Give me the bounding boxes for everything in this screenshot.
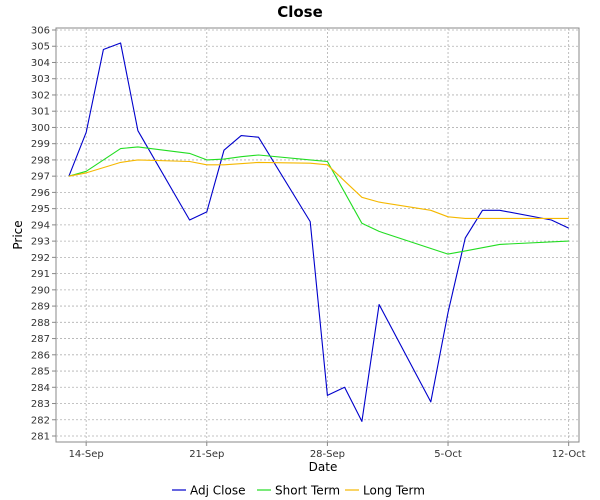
y-tick-label: 302 (31, 90, 50, 101)
legend-label: Long Term (363, 484, 425, 498)
y-tick-label: 298 (31, 155, 50, 166)
plot-area (55, 27, 580, 443)
legend-label: Adj Close (190, 484, 245, 498)
series-lines (68, 42, 569, 422)
chart-title: Close (277, 3, 323, 21)
y-tick-label: 292 (31, 253, 50, 264)
y-tick-label: 285 (31, 367, 50, 378)
y-tick-label: 294 (31, 220, 50, 231)
legend-item-adj-close: Adj Close (172, 484, 245, 498)
x-axis-ticks: 14-Sep 21-Sep 28-Sep 5-Oct 12-Oct (69, 442, 586, 460)
x-tick-label: 28-Sep (310, 449, 345, 460)
series-line-short-term (68, 146, 569, 255)
x-tick-label: 14-Sep (69, 449, 104, 460)
y-tick-label: 293 (31, 237, 50, 248)
y-tick-label: 299 (31, 139, 50, 150)
y-tick-label: 300 (31, 123, 50, 134)
y-tick-label: 303 (31, 74, 50, 85)
legend-item-long-term: Long Term (345, 484, 425, 498)
legend-item-short-term: Short Term (257, 484, 340, 498)
y-tick-label: 281 (31, 432, 50, 443)
y-tick-label: 283 (31, 399, 50, 410)
legend: Adj Close Short Term Long Term (172, 484, 425, 498)
y-tick-label: 301 (31, 107, 50, 118)
y-tick-label: 295 (31, 204, 50, 215)
y-tick-label: 284 (31, 383, 50, 394)
y-axis-label: Price (11, 220, 25, 249)
y-tick-label: 297 (31, 172, 50, 183)
grid-lines (56, 28, 579, 442)
legend-label: Short Term (275, 484, 340, 498)
y-tick-label: 289 (31, 302, 50, 313)
y-axis-ticks: 281 282 283 284 285 286 287 288 289 290 291 292 293 2… (31, 26, 56, 443)
y-tick-label: 305 (31, 42, 50, 53)
x-tick-label: 5-Oct (434, 449, 462, 460)
y-tick-label: 296 (31, 188, 50, 199)
y-tick-label: 304 (31, 58, 50, 69)
y-tick-label: 287 (31, 334, 50, 345)
y-tick-label: 290 (31, 285, 50, 296)
series-line-adj-close (68, 42, 569, 422)
y-tick-label: 286 (31, 350, 50, 361)
y-tick-label: 282 (31, 415, 50, 426)
x-axis-label: Date (309, 460, 338, 474)
y-tick-label: 291 (31, 269, 50, 280)
y-tick-label: 306 (31, 26, 50, 37)
y-tick-label: 288 (31, 318, 50, 329)
x-tick-label: 12-Oct (552, 449, 586, 460)
series-line-long-term (68, 159, 569, 219)
x-tick-label: 21-Sep (189, 449, 224, 460)
